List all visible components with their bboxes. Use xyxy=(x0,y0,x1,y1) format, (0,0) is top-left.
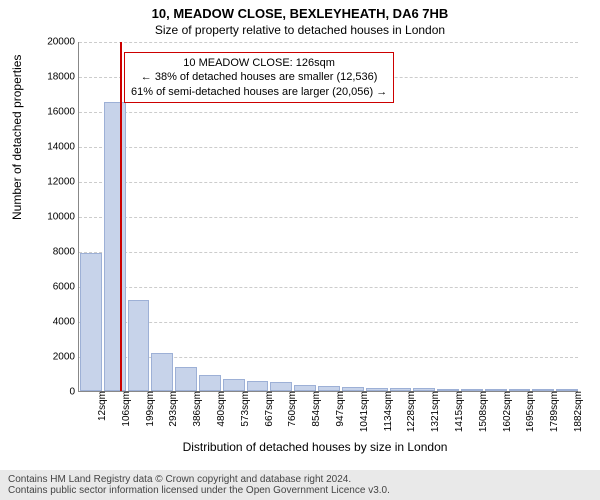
y-tick: 0 xyxy=(69,387,79,398)
gridline xyxy=(79,112,578,113)
x-tick: 573sqm xyxy=(238,391,251,427)
gridline xyxy=(79,217,578,218)
bar xyxy=(151,353,173,392)
gridline xyxy=(79,252,578,253)
plot-area: 0200040006000800010000120001400016000180… xyxy=(78,42,578,392)
x-tick: 1789sqm xyxy=(547,391,560,432)
y-tick: 20000 xyxy=(47,37,79,48)
bar xyxy=(104,102,126,391)
x-tick: 1134sqm xyxy=(381,391,394,431)
x-tick: 480sqm xyxy=(214,391,227,427)
y-tick: 2000 xyxy=(53,352,79,363)
gridline xyxy=(79,182,578,183)
x-tick: 1508sqm xyxy=(476,391,489,432)
y-tick: 4000 xyxy=(53,317,79,328)
x-tick: 1882sqm xyxy=(571,391,584,432)
bar xyxy=(270,382,292,391)
gridline xyxy=(79,322,578,323)
bar xyxy=(128,300,150,391)
y-tick: 14000 xyxy=(47,142,79,153)
footer-line-1: Contains HM Land Registry data © Crown c… xyxy=(8,474,592,485)
x-tick: 1602sqm xyxy=(500,391,513,432)
x-tick: 199sqm xyxy=(143,391,156,427)
bar xyxy=(80,253,102,391)
x-tick: 760sqm xyxy=(285,391,298,427)
y-tick: 16000 xyxy=(47,107,79,118)
x-tick: 1228sqm xyxy=(404,391,417,432)
chart-container: 10, MEADOW CLOSE, BEXLEYHEATH, DA6 7HB S… xyxy=(0,0,600,500)
x-tick: 1041sqm xyxy=(357,391,370,432)
bar xyxy=(199,375,221,391)
y-tick: 18000 xyxy=(47,72,79,83)
annotation-line: 10 MEADOW CLOSE: 126sqm xyxy=(131,56,387,70)
y-tick: 6000 xyxy=(53,282,79,293)
x-tick: 947sqm xyxy=(333,391,346,427)
x-tick: 1415sqm xyxy=(452,391,465,432)
x-tick: 386sqm xyxy=(190,391,203,427)
y-tick: 8000 xyxy=(53,247,79,258)
chart-wrap: 0 2000 4000 6000 8000 10000 12000 14000 16000 180… xyxy=(50,42,580,432)
x-tick: 293sqm xyxy=(166,391,179,427)
x-tick: 12sqm xyxy=(95,391,108,421)
gridline xyxy=(79,42,578,43)
x-tick: 1695sqm xyxy=(523,391,536,432)
y-tick: 12000 xyxy=(47,177,79,188)
x-tick: 854sqm xyxy=(309,391,322,427)
bar xyxy=(247,381,269,392)
annotation-box: 10 MEADOW CLOSE: 126sqm← 38% of detached… xyxy=(124,52,394,103)
y-tick: 10000 xyxy=(47,212,79,223)
annotation-line: ← 38% of detached houses are smaller (12… xyxy=(131,70,387,84)
x-tick: 667sqm xyxy=(262,391,275,427)
x-axis-label: Distribution of detached houses by size … xyxy=(50,440,580,454)
bar xyxy=(223,379,245,391)
gridline xyxy=(79,287,578,288)
x-tick: 1321sqm xyxy=(428,391,441,432)
bar xyxy=(175,367,197,392)
gridline xyxy=(79,147,578,148)
y-axis-label: Number of detached properties xyxy=(10,55,24,220)
footer-line-2: Contains public sector information licen… xyxy=(8,485,592,496)
title-main: 10, MEADOW CLOSE, BEXLEYHEATH, DA6 7HB xyxy=(0,0,600,21)
annotation-line: 61% of semi-detached houses are larger (… xyxy=(131,85,387,99)
title-sub: Size of property relative to detached ho… xyxy=(0,21,600,37)
x-tick: 106sqm xyxy=(119,391,132,427)
marker-line xyxy=(120,42,122,391)
footer: Contains HM Land Registry data © Crown c… xyxy=(0,470,600,500)
